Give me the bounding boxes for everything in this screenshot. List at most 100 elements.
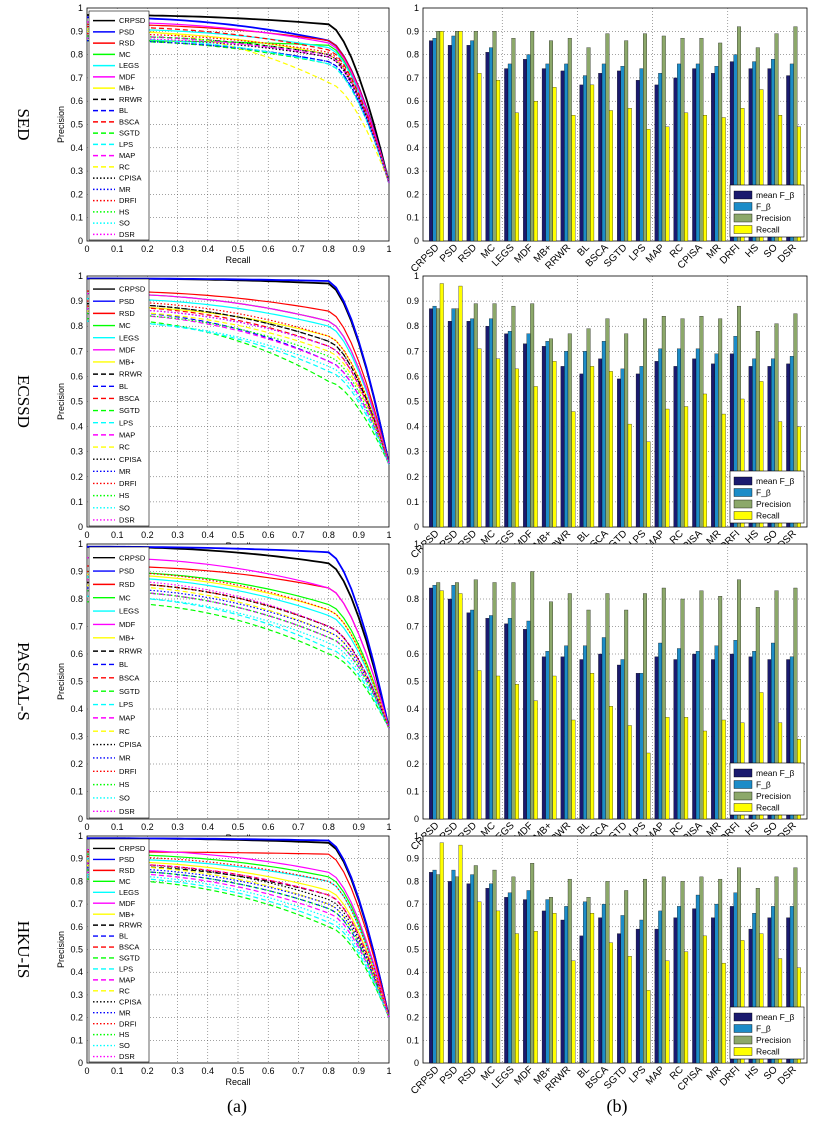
bar-fbeta-mb-: [545, 341, 550, 528]
pr-legend-label: MB+: [119, 910, 135, 919]
bar-mean-mr: [711, 659, 715, 820]
pr-ytick-label: 0.3: [70, 166, 83, 176]
bar-mean-mdf: [523, 343, 527, 528]
pr-legend-label: MDF: [119, 620, 136, 629]
bar-ytick-label: 0.6: [406, 96, 419, 106]
bar-precision-sgtd: [624, 609, 629, 820]
bar-fbeta-sgtd: [620, 368, 625, 528]
pr-curve-psd: [87, 837, 390, 1018]
bar-panel-ecssd: 00.10.20.30.40.50.60.70.80.91CRPSDPSDRSD…: [406, 271, 808, 561]
bar-category-label: DRFI: [718, 1064, 742, 1088]
pr-ytick-label: 0.2: [70, 1013, 83, 1023]
dataset-label-ecssd: ECSSD: [14, 375, 33, 428]
pr-legend-label: SO: [119, 219, 130, 228]
bar-ytick-label: 1: [414, 3, 419, 13]
pr-legend-label: CRPSD: [119, 16, 146, 25]
bar-recall-mb-: [552, 675, 557, 820]
bar-mean-bsca: [598, 917, 603, 1064]
bar-recall-drfi: [740, 108, 745, 242]
bar-category-label: MAP: [644, 1064, 667, 1087]
bar-ytick-label: 0.3: [406, 732, 419, 742]
bar-panel-hku-is: 0 0.1 0.2 0.3 0.4 0.5 0.6 0.7 0.8 0.9 1 CRPSDPSDRSD…: [406, 831, 808, 1097]
pr-legend-label: SO: [119, 503, 130, 512]
pr-legend-label: LEGS: [119, 607, 139, 616]
bar-fbeta-mr: [714, 66, 719, 242]
pr-xtick-label: 0.4: [202, 822, 215, 832]
bar-mean-crpsd: [429, 587, 433, 820]
bar-mean-rc: [673, 917, 678, 1064]
pr-ytick-label: 0.3: [70, 990, 83, 1000]
pr-panel-ecssd: 00.10.20.30.40.50.60.70.80.910 0.1 0.2 0.3 0…: [56, 271, 392, 551]
bar-recall-sgtd: [627, 725, 632, 820]
bar-recall-rrwr: [571, 960, 576, 1064]
bar-mean-psd: [447, 881, 452, 1064]
pr-legend-label: BSCA: [119, 943, 139, 952]
bar-precision-legs: [511, 38, 516, 242]
bar-fbeta-bl: [583, 75, 587, 242]
pr-xtick-label: 0.9: [353, 1066, 366, 1076]
bar-precision-bl: [586, 47, 591, 242]
bar-precision-rc: [680, 318, 685, 528]
pr-ylabel: Precision: [56, 931, 66, 968]
dataset-label-sed: SED: [14, 108, 33, 140]
pr-ytick-label: 1: [78, 539, 83, 549]
pr-legend-label: MAP: [119, 430, 135, 439]
pr-xtick-label: 0.4: [202, 530, 215, 540]
pr-xtick-label: 0.1: [111, 530, 124, 540]
pr-ytick-label: 0.9: [70, 296, 83, 306]
pr-legend-label: MB+: [119, 84, 135, 93]
pr-legend-label: SO: [119, 1041, 130, 1050]
bar-recall-cpisa: [703, 393, 707, 528]
pr-ytick-label: 0.1: [70, 213, 83, 223]
bar-recall-rc: [684, 112, 689, 242]
bar-category-label: LEGS: [490, 242, 517, 269]
bar-recall-mr: [721, 117, 726, 242]
bar-fbeta-legs: [507, 892, 512, 1064]
bar-fbeta-rsd: [470, 609, 475, 820]
bar-recall-so: [778, 115, 783, 242]
bar-recall-crpsd: [439, 283, 444, 528]
pr-xtick-label: 0.7: [292, 530, 305, 540]
bar-legend-label: Recall: [756, 803, 780, 813]
bar-precision-rrwr: [567, 38, 572, 242]
bar-recall-sgtd: [627, 108, 632, 242]
bar-ytick-label: 0.2: [406, 472, 419, 482]
pr-legend-label: BL: [119, 660, 128, 669]
pr-legend-label: RRWR: [119, 647, 143, 656]
bar-recall-mdf: [533, 386, 538, 528]
bar-legend-swatch: [733, 225, 753, 234]
pr-ytick-label: 0: [78, 814, 83, 824]
bar-precision-map: [661, 876, 666, 1064]
bar-recall-rrwr: [571, 411, 576, 528]
bar-category-label: CRPSD: [409, 242, 442, 275]
bar-ytick-label: 0.2: [406, 189, 419, 199]
bar-mean-sgtd: [617, 378, 621, 528]
bar-mean-legs: [504, 333, 509, 528]
bar-recall-drfi: [740, 940, 745, 1064]
bar-fbeta-mb-: [545, 899, 550, 1064]
pr-xtick-label: 0.6: [262, 1066, 275, 1076]
bar-category-label: MDF: [512, 242, 535, 265]
bar-mean-mc: [485, 52, 490, 242]
bar-fbeta-psd: [451, 308, 456, 528]
pr-legend-label: BSCA: [119, 394, 139, 403]
bar-fbeta-bsca: [601, 63, 606, 242]
pr-xtick-label: 0.3: [171, 1066, 184, 1076]
bar-recall-bl: [590, 84, 595, 242]
bar-fbeta-mdf: [526, 620, 531, 820]
bar-legend-label: Recall: [756, 511, 780, 521]
pr-xtick-label: 0: [84, 530, 89, 540]
pr-ytick-label: 0.2: [70, 759, 83, 769]
bar-category-label: DSR: [776, 1064, 799, 1087]
bar-fbeta-crpsd: [432, 869, 437, 1064]
pr-legend-label: DSR: [119, 516, 135, 525]
bar-recall-mdf: [533, 700, 538, 820]
bar-mean-cpisa: [692, 68, 697, 242]
pr-legend-label: SGTD: [119, 129, 140, 138]
bar-fbeta-cpisa: [695, 63, 700, 242]
pr-ytick-label: 1: [78, 831, 83, 841]
bar-fbeta-rc: [677, 63, 681, 242]
bar-recall-rsd: [477, 73, 482, 242]
bar-recall-psd: [458, 31, 463, 242]
pr-ytick-label: 0.9: [70, 26, 83, 36]
